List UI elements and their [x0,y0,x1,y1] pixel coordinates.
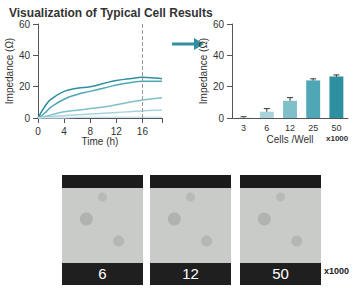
svg-text:Cells /Well: Cells /Well [266,134,313,145]
svg-text:20: 20 [19,81,31,92]
html-text:x1000: x1000 [324,266,349,276]
svg-text:25: 25 [308,123,318,133]
svg-text:40: 40 [19,50,31,61]
svg-text:4: 4 [61,126,67,137]
svg-text:40: 40 [213,50,225,61]
svg-text:12: 12 [111,126,123,137]
svg-text:0: 0 [35,126,41,137]
svg-text:60: 60 [213,19,225,30]
svg-text:Impedance (Ω): Impedance (Ω) [198,38,209,104]
html-text:50: 50 [272,265,289,282]
svg-text:12: 12 [285,123,295,133]
svg-text:60: 60 [19,19,31,30]
svg-text:6: 6 [264,123,269,133]
svg-text:0: 0 [24,113,30,124]
html-text:12: 12 [182,265,199,282]
html-text:6: 6 [98,265,107,282]
svg-text:16: 16 [137,126,149,137]
svg-text:8: 8 [87,126,93,137]
svg-text:Visualization of Typical Cell: Visualization of Typical Cell Results [9,6,213,20]
svg-text:20: 20 [213,81,225,92]
svg-text:50: 50 [331,123,341,133]
svg-text:x1000: x1000 [326,134,349,143]
svg-text:0: 0 [218,113,224,124]
svg-text:3: 3 [241,123,246,133]
svg-text:Time (h): Time (h) [82,136,119,147]
svg-text:Impedance (Ω): Impedance (Ω) [4,38,15,104]
